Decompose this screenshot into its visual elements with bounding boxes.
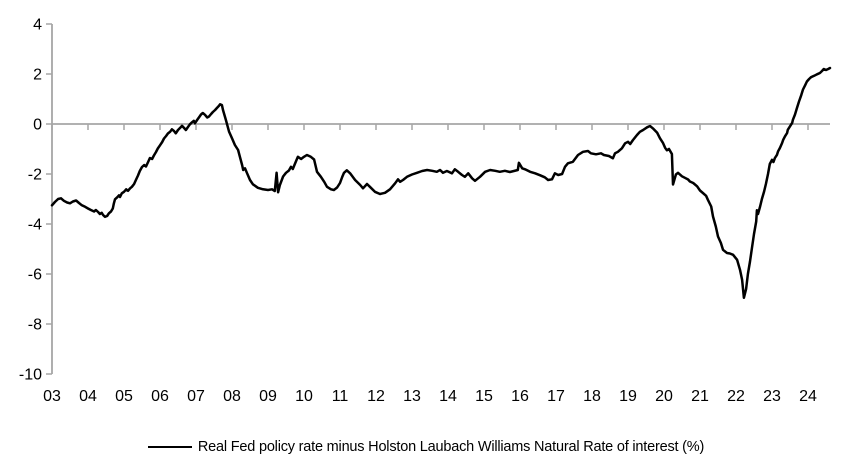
y-tick-label: 2 (33, 67, 42, 84)
x-tick-label: 12 (367, 388, 385, 405)
x-tick-label: 19 (619, 388, 637, 405)
legend-line-swatch (147, 446, 192, 448)
x-tick-label: 08 (223, 388, 241, 405)
x-tick-label: 06 (151, 388, 169, 405)
x-tick-label: 10 (295, 388, 313, 405)
x-tick-label: 03 (43, 388, 61, 405)
chart-legend: Real Fed policy rate minus Holston Lauba… (0, 434, 852, 460)
x-tick-label: 21 (691, 388, 709, 405)
y-tick-label: -4 (28, 217, 42, 234)
y-tick-label: 4 (33, 17, 42, 34)
x-tick-label: 18 (583, 388, 601, 405)
x-tick-label: 11 (332, 388, 349, 405)
x-tick-label: 04 (79, 388, 97, 405)
x-tick-label: 17 (547, 388, 565, 405)
y-tick-label: -6 (28, 267, 42, 284)
x-tick-label: 13 (403, 388, 421, 405)
x-tick-label: 22 (727, 388, 745, 405)
x-tick-label: 23 (763, 388, 781, 405)
x-tick-label: 09 (259, 388, 277, 405)
x-tick-label: 20 (655, 388, 673, 405)
y-tick-label: -2 (28, 167, 42, 184)
y-tick-label: -8 (28, 317, 42, 334)
y-tick-label: 0 (33, 117, 42, 134)
x-tick-label: 07 (187, 388, 205, 405)
x-tick-label: 15 (475, 388, 493, 405)
y-axis: 4 2 0 -2 -4 -6 -8 -10 (19, 17, 53, 384)
x-tick-label: 24 (799, 388, 817, 405)
x-tick-label: 14 (439, 388, 457, 405)
series-line (50, 66, 832, 300)
x-axis-zero-line: 03 04 05 06 07 08 09 10 11 12 13 14 15 16 17 18 19 20 21 22… (43, 123, 830, 405)
legend-label: Real Fed policy rate minus Holston Lauba… (197, 439, 705, 455)
y-tick-label: -10 (19, 367, 42, 384)
x-tick-label: 05 (115, 388, 133, 405)
x-tick-label: 16 (511, 388, 529, 405)
